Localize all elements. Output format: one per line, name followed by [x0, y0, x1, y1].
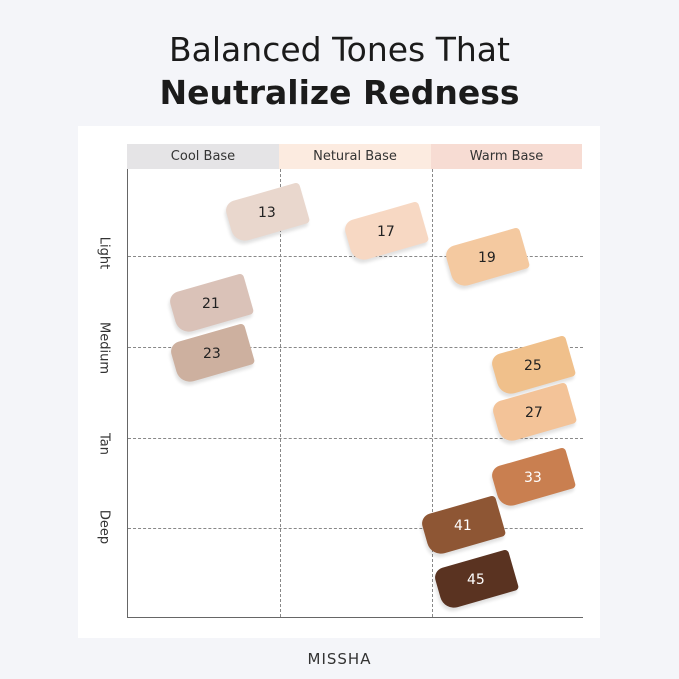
shade-label: 17 — [377, 224, 395, 241]
shade-label: 41 — [454, 518, 472, 535]
column-header-neutral: Netural Base — [279, 144, 431, 169]
row-label-tan: Tan — [96, 433, 112, 455]
shade-label: 19 — [478, 250, 496, 267]
shade-label: 27 — [525, 405, 543, 422]
column-divider — [280, 169, 281, 617]
shade-label: 25 — [524, 358, 542, 375]
title-line-2: Neutralize Redness — [159, 73, 520, 112]
shade-label: 21 — [202, 296, 220, 313]
column-header-cool: Cool Base — [127, 144, 279, 169]
column-divider — [432, 169, 433, 617]
row-label-deep: Deep — [96, 509, 112, 545]
shade-label: 33 — [524, 470, 542, 487]
row-divider — [128, 347, 583, 348]
row-label-light: Light — [96, 236, 112, 270]
shade-label: 23 — [203, 346, 221, 363]
row-divider — [128, 528, 583, 529]
row-divider — [128, 438, 583, 439]
brand-logo: MISSHA — [307, 650, 372, 668]
shade-label: 45 — [467, 572, 485, 589]
row-label-medium: Medium — [96, 322, 112, 374]
column-header-warm: Warm Base — [431, 144, 582, 169]
shade-label: 13 — [258, 205, 276, 222]
title-line-1: Balanced Tones That — [169, 30, 510, 69]
